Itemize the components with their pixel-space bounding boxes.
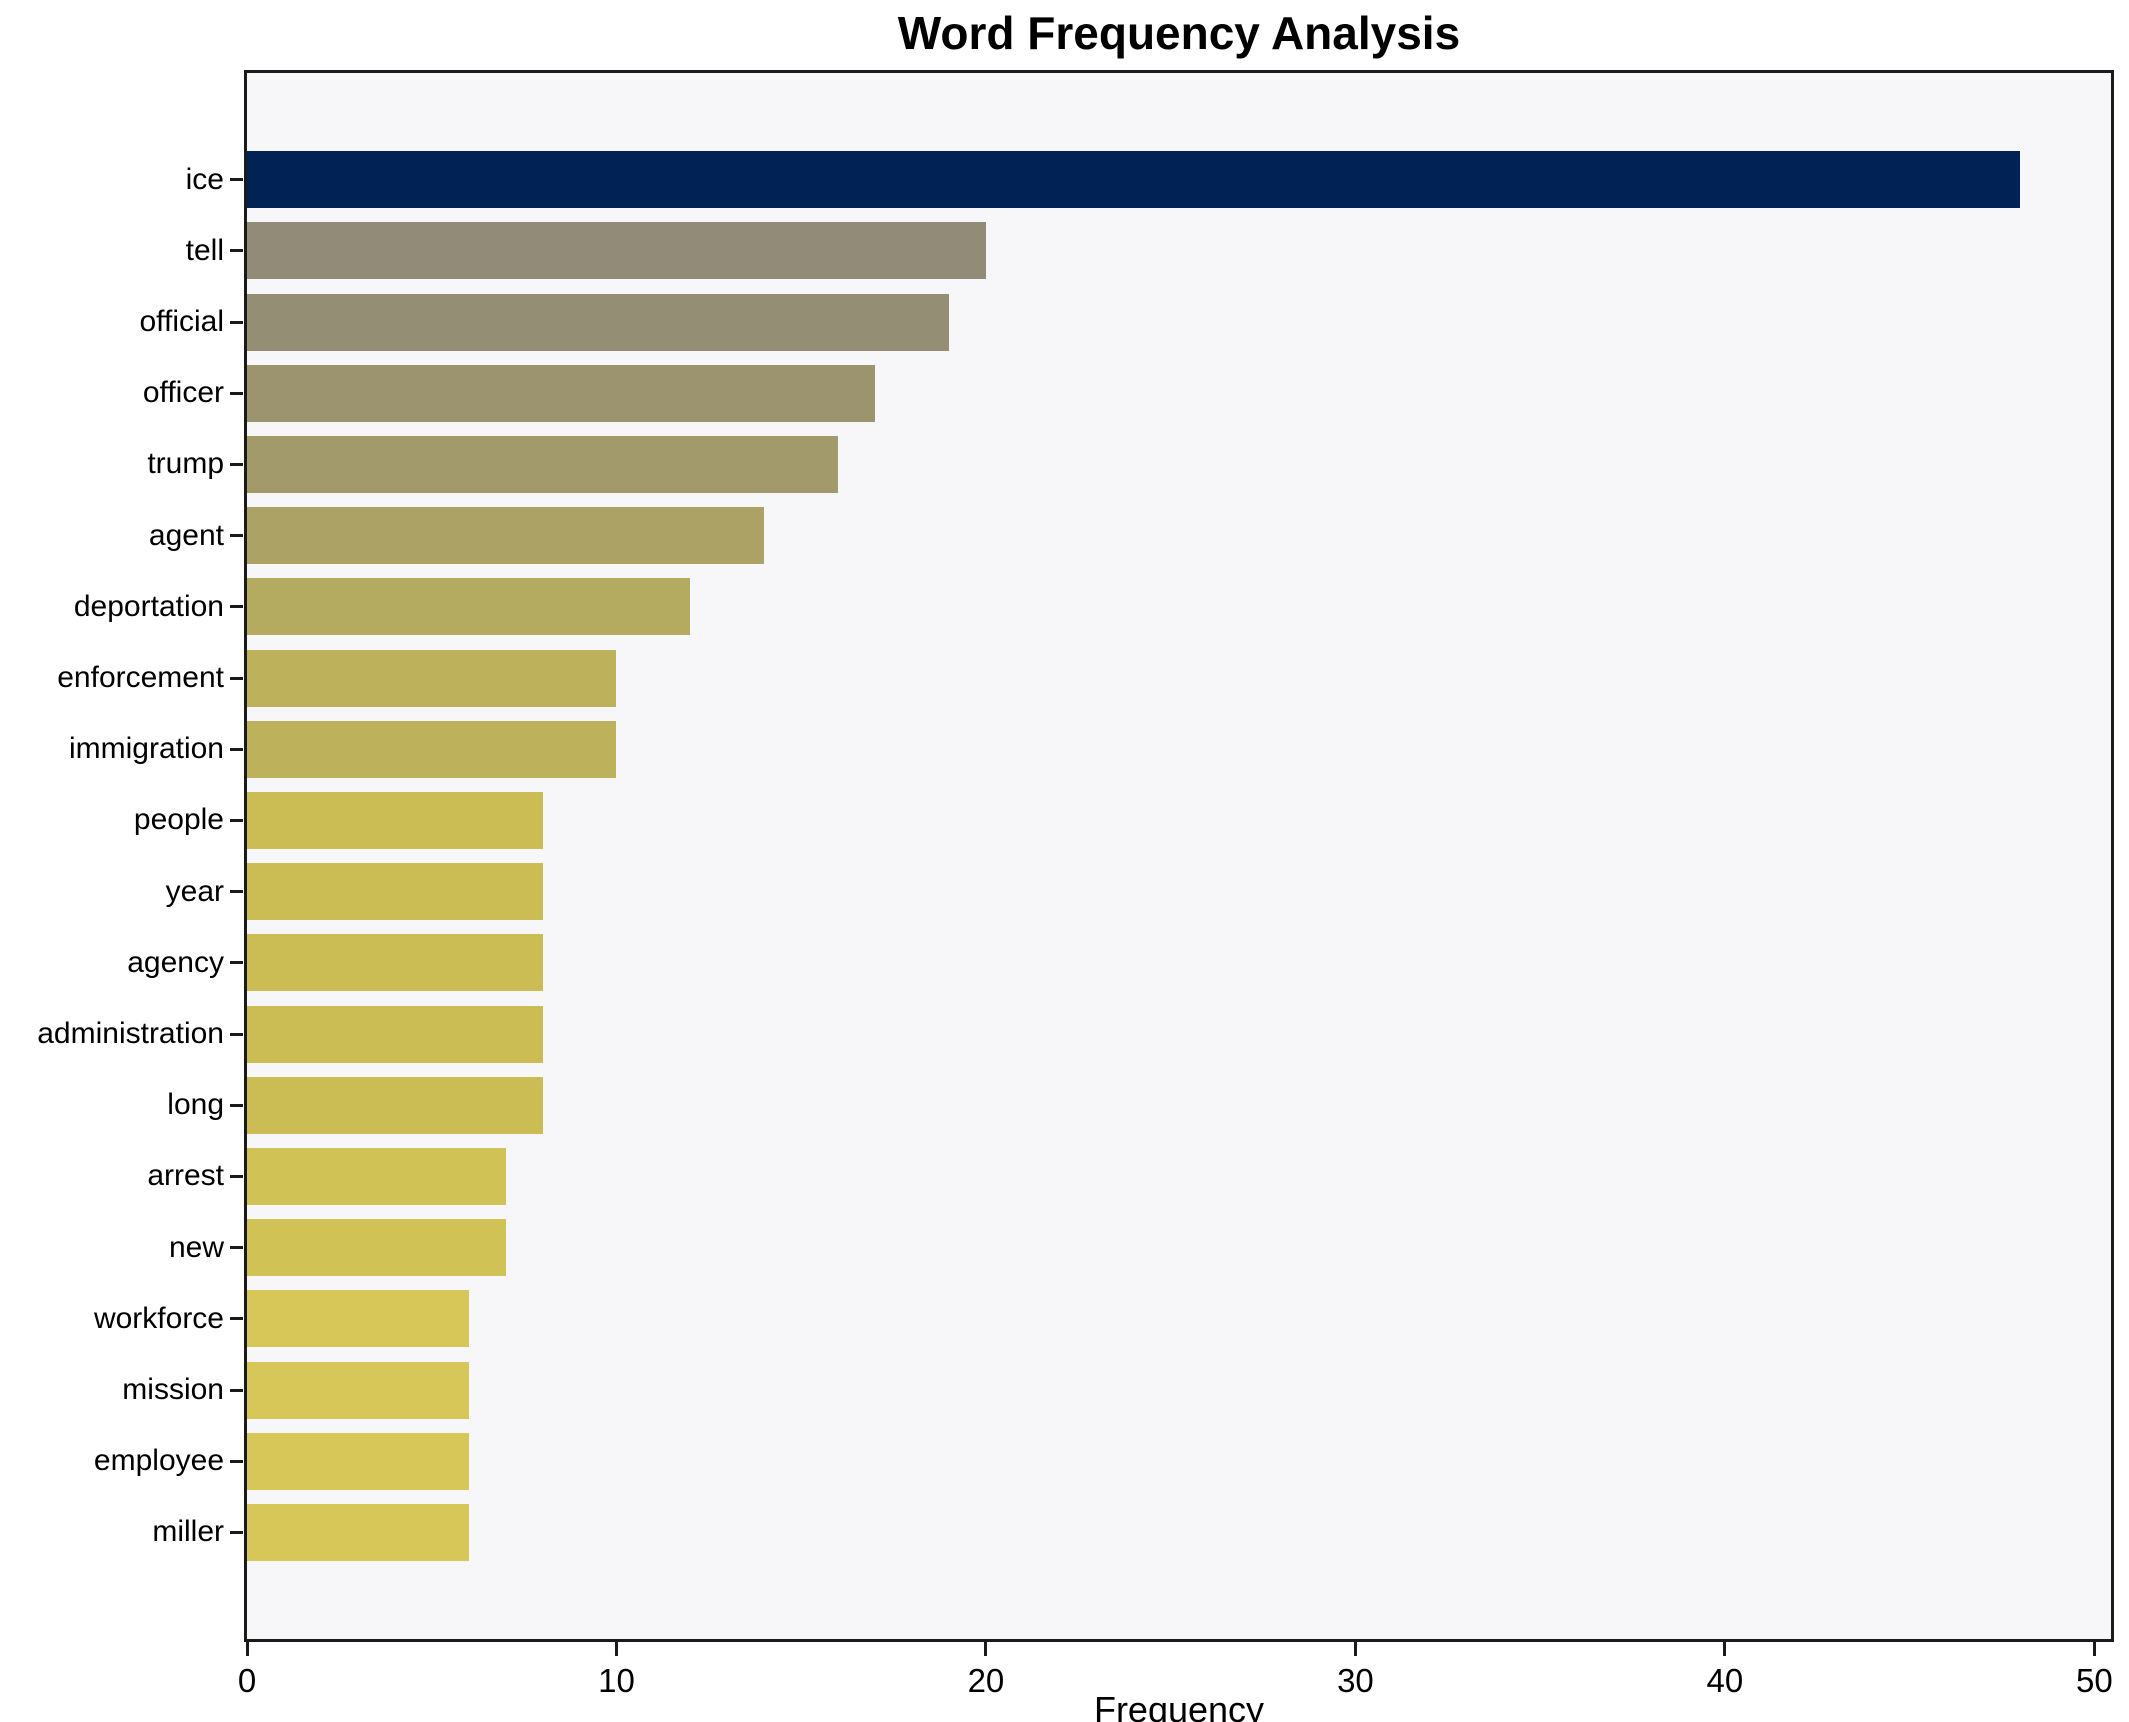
- y-tick-mark: [230, 961, 243, 965]
- y-tick-mark: [230, 320, 243, 324]
- y-tick-label: long: [167, 1088, 224, 1122]
- x-tick-label: 10: [598, 1662, 635, 1699]
- y-tick-mark: [230, 1174, 243, 1178]
- bar-trump: [247, 435, 839, 493]
- bar-long: [247, 1076, 543, 1134]
- bar-immigration: [247, 720, 617, 778]
- y-tick-mark: [230, 1103, 243, 1107]
- bar-officer: [247, 364, 876, 422]
- y-tick-mark: [230, 1459, 243, 1463]
- y-tick-mark: [230, 178, 243, 182]
- bar-official: [247, 293, 949, 351]
- chart-title: Word Frequency Analysis: [897, 7, 1461, 59]
- bar-agent: [247, 507, 765, 565]
- y-tick-mark: [230, 1530, 243, 1534]
- y-tick-mark: [230, 1317, 243, 1321]
- bar-year: [247, 863, 543, 921]
- y-tick-label: employee: [93, 1444, 224, 1478]
- y-tick-label: workforce: [93, 1301, 224, 1335]
- y-tick-mark: [230, 747, 243, 751]
- y-tick-mark: [230, 1032, 243, 1036]
- y-tick-mark: [230, 676, 243, 680]
- y-tick-label: enforcement: [57, 661, 224, 694]
- y-tick-label: arrest: [147, 1159, 224, 1193]
- x-tick-mark: [614, 1642, 618, 1656]
- bar-workforce: [247, 1290, 469, 1348]
- y-tick-label: people: [133, 803, 224, 837]
- y-tick-mark: [230, 391, 243, 395]
- y-tick-mark: [230, 534, 243, 538]
- y-tick-mark: [230, 605, 243, 609]
- x-tick-mark: [1353, 1642, 1357, 1656]
- y-tick-label: year: [165, 874, 224, 908]
- bar-deportation: [247, 578, 691, 636]
- y-tick-label: miller: [152, 1515, 224, 1549]
- y-tick-label: agent: [148, 518, 224, 552]
- y-tick-label: immigration: [68, 732, 224, 766]
- y-tick-label: ice: [185, 162, 224, 196]
- x-tick-mark: [2092, 1642, 2096, 1656]
- y-tick-label: mission: [122, 1373, 224, 1406]
- y-tick-mark: [230, 1246, 243, 1250]
- y-tick-label: officer: [142, 376, 224, 410]
- y-tick-label: agency: [127, 945, 224, 979]
- y-tick-mark: [230, 890, 243, 894]
- x-axis-label: Frequency: [1093, 1689, 1265, 1722]
- x-tick-label: 20: [967, 1662, 1005, 1699]
- bar-tell: [247, 222, 986, 280]
- bar-miller: [247, 1503, 469, 1561]
- x-tick-label: 0: [237, 1662, 257, 1699]
- y-tick-label: deportation: [73, 589, 224, 623]
- bar-arrest: [247, 1147, 506, 1205]
- y-tick-mark: [230, 249, 243, 253]
- x-tick-label: 30: [1337, 1662, 1374, 1699]
- y-tick-mark: [230, 818, 243, 822]
- x-tick-mark: [245, 1642, 249, 1656]
- bar-enforcement: [247, 649, 617, 707]
- y-tick-label: trump: [147, 447, 224, 481]
- x-tick-mark: [984, 1642, 988, 1656]
- x-tick-label: 40: [1706, 1662, 1744, 1699]
- y-tick-label: administration: [37, 1017, 224, 1050]
- y-tick-mark: [230, 462, 243, 466]
- bar-employee: [247, 1432, 469, 1490]
- bar-new: [247, 1219, 506, 1277]
- bar-people: [247, 791, 543, 849]
- y-tick-label: official: [139, 305, 225, 338]
- x-tick-mark: [1723, 1642, 1727, 1656]
- plot-area: [244, 70, 2114, 1642]
- y-tick-label: tell: [185, 233, 224, 267]
- y-tick-label: new: [168, 1230, 224, 1264]
- bar-mission: [247, 1361, 469, 1419]
- bar-agency: [247, 934, 543, 992]
- bar-ice: [247, 151, 2021, 209]
- x-tick-label: 50: [2076, 1662, 2113, 1699]
- bar-administration: [247, 1005, 543, 1063]
- y-tick-mark: [230, 1388, 243, 1392]
